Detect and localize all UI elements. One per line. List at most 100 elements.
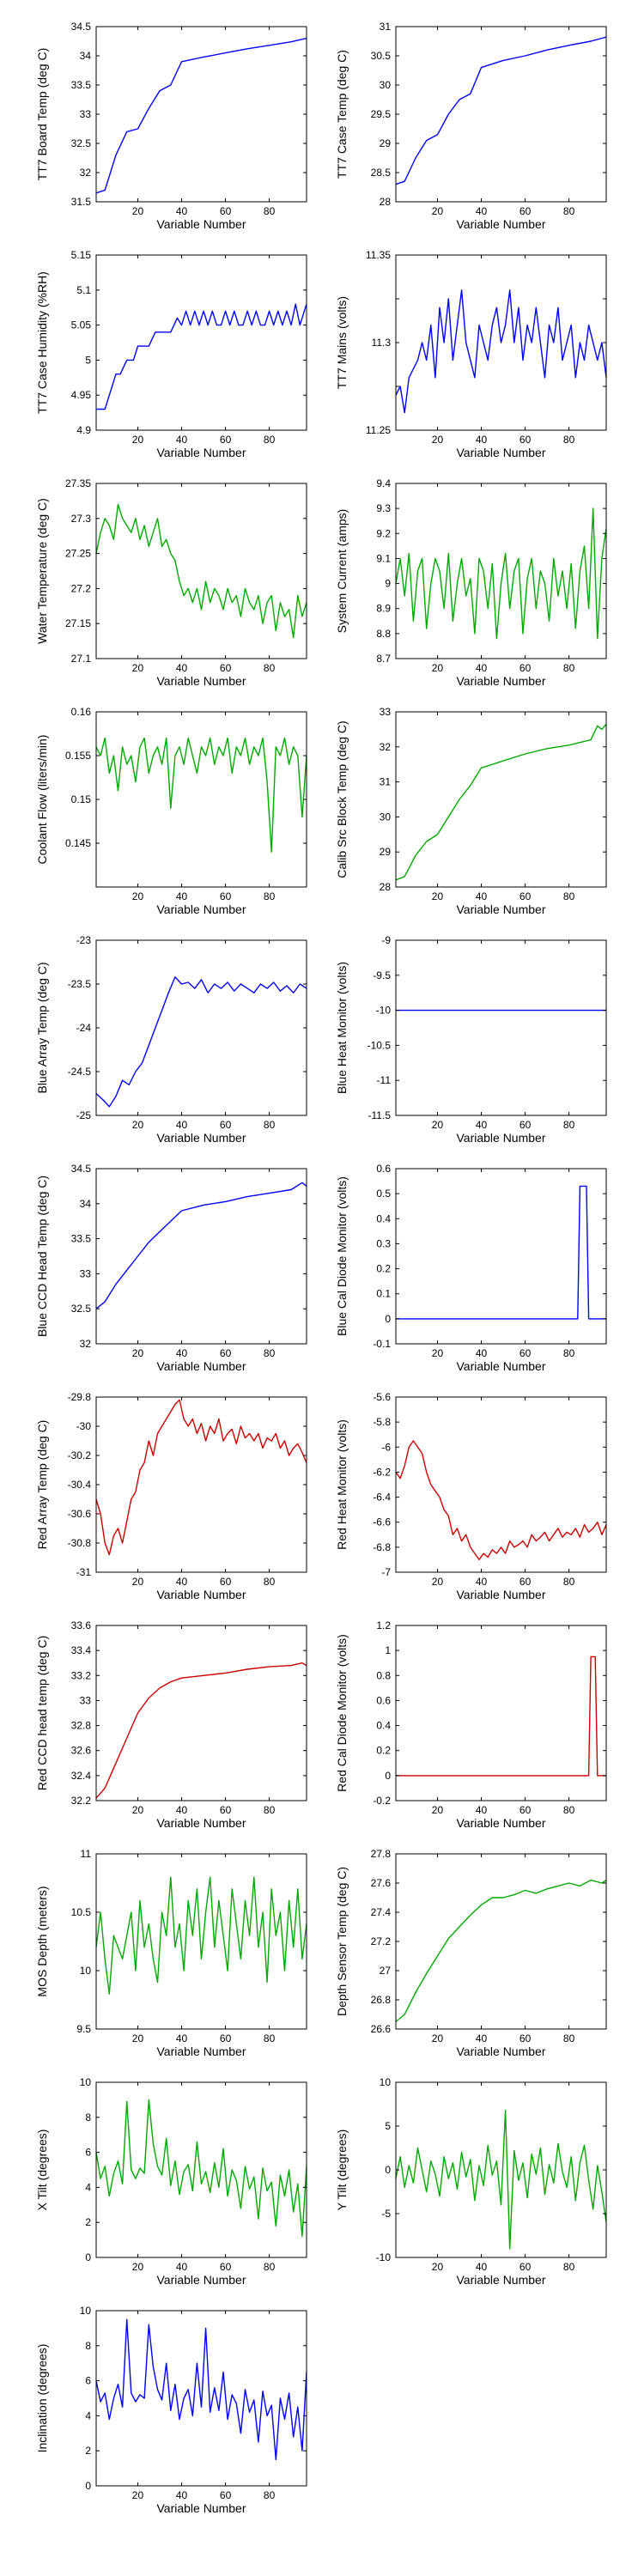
x-axis-label: Variable Number (456, 1816, 545, 1830)
y-tick-label: 0.6 (376, 1163, 391, 1175)
y-tick-label: 10.5 (71, 1906, 92, 1918)
x-tick-label: 20 (132, 1119, 144, 1131)
axes-frame (95, 2310, 307, 2487)
x-axis-label: Variable Number (156, 1359, 246, 1373)
x-tick-label: 40 (476, 2261, 488, 2273)
chart-10: -11.5 -11 -10.5 -10 -9.5 -9 20 40 60 80 Variable N… (335, 934, 607, 1145)
x-tick-label: 80 (264, 205, 276, 217)
x-tick-label: 60 (220, 2032, 232, 2044)
x-axis-label: Variable Number (156, 2501, 246, 2515)
y-tick-label: 9.3 (376, 502, 391, 514)
y-tick-label: -10 (376, 2251, 392, 2263)
y-axis-label: TT7 Mains (volts) (335, 296, 349, 389)
chart-15: 32.2 32.4 32.6 32.8 33 33.2 33.4 33.6 20 40 60 80 Va… (35, 1619, 307, 1830)
x-tick-label: 20 (132, 434, 144, 446)
x-axis-label: Variable Number (456, 2044, 545, 2058)
y-tick-label: 6 (85, 2147, 91, 2159)
series-line (95, 1182, 307, 1309)
y-tick-label: -0.2 (373, 1795, 391, 1807)
x-tick-label: 40 (176, 205, 188, 217)
y-tick-label: 32.4 (71, 1770, 92, 1782)
y-tick-label: -25 (76, 1109, 92, 1121)
series-line (95, 503, 307, 639)
y-tick-label: -0.1 (373, 1338, 391, 1350)
y-tick-label: 27.6 (371, 1877, 392, 1889)
series-line (95, 1662, 307, 1799)
x-tick-label: 40 (476, 1347, 488, 1359)
y-tick-label: 9.2 (376, 527, 391, 539)
axes-frame (95, 254, 307, 431)
axes-frame (95, 2081, 307, 2258)
chart-8: 28 29 30 31 32 33 20 40 60 80 Variable Number Calib… (335, 706, 607, 916)
y-tick-label: 4 (85, 2409, 91, 2421)
y-axis-label: Water Temperature (deg C) (35, 498, 49, 644)
y-tick-label: 0 (385, 1770, 391, 1782)
y-tick-label: 33.5 (71, 1233, 92, 1245)
y-tick-label: 31 (380, 21, 392, 33)
y-tick-label: 1 (385, 1644, 391, 1656)
y-tick-label: -29.8 (68, 1391, 92, 1403)
y-tick-label: 32.5 (71, 1303, 92, 1315)
y-tick-label: 33.5 (71, 79, 92, 91)
y-tick-label: 32.5 (71, 137, 92, 149)
x-axis-label: Variable Number (156, 1131, 246, 1145)
chart-3: 4.9 4.95 5 5.05 5.1 5.15 20 40 60 80 Variable Numb… (35, 249, 307, 459)
y-tick-label: -24 (76, 1022, 92, 1034)
y-axis-label: Blue Array Temp (deg C) (35, 962, 49, 1093)
y-axis-label: Blue CCD Head Temp (deg C) (35, 1176, 49, 1337)
axes-frame (395, 2081, 607, 2258)
y-axis-label: System Current (amps) (335, 509, 349, 634)
y-tick-label: 27.3 (71, 513, 92, 525)
axes-frame (95, 1853, 307, 2030)
y-tick-label: 32.6 (71, 1745, 92, 1757)
x-tick-label: 40 (476, 205, 488, 217)
y-tick-label: 0.16 (71, 706, 92, 718)
series-line (395, 1879, 607, 2023)
x-tick-label: 40 (176, 2261, 188, 2273)
y-tick-label: -31 (76, 1566, 92, 1578)
x-tick-label: 80 (264, 2489, 276, 2501)
series-line (395, 2109, 607, 2250)
chart-11: 32 32.5 33 33.5 34 34.5 20 40 60 80 Variable Numbe… (35, 1163, 307, 1373)
x-tick-label: 60 (519, 1576, 532, 1588)
series-line (95, 1399, 307, 1556)
axes-frame (95, 483, 307, 659)
x-tick-label: 80 (264, 890, 276, 902)
y-tick-label: -11.5 (368, 1109, 392, 1121)
y-tick-label: -6.2 (373, 1466, 391, 1478)
x-tick-label: 60 (220, 1347, 232, 1359)
x-tick-label: 80 (563, 1576, 575, 1588)
y-tick-label: 28 (380, 881, 392, 893)
axes-frame (395, 1853, 607, 2030)
x-tick-label: 40 (176, 1804, 188, 1816)
y-tick-label: -5.6 (373, 1391, 391, 1403)
x-axis-label: Variable Number (456, 674, 545, 688)
y-tick-label: 4.95 (71, 389, 92, 401)
x-tick-label: 40 (476, 1119, 488, 1131)
x-tick-label: 60 (220, 2489, 232, 2501)
y-tick-label: -30.8 (68, 1537, 92, 1549)
y-axis-label: TT7 Case Temp (deg C) (335, 50, 349, 179)
x-tick-label: 20 (132, 1804, 144, 1816)
y-tick-label: 33.2 (71, 1669, 92, 1681)
y-tick-label: -5 (381, 2208, 391, 2220)
y-tick-label: 26.8 (371, 1994, 392, 2006)
y-tick-label: -23 (76, 934, 92, 946)
x-tick-label: 20 (432, 1804, 444, 1816)
y-tick-label: -9.5 (373, 969, 391, 981)
x-tick-label: 20 (432, 1347, 444, 1359)
x-tick-label: 40 (476, 890, 488, 902)
y-tick-label: 4 (85, 2181, 91, 2193)
y-tick-label: 32.2 (71, 1795, 92, 1807)
y-tick-label: -5.8 (373, 1416, 391, 1428)
y-tick-label: 0.145 (65, 837, 91, 849)
x-tick-label: 20 (132, 2261, 144, 2273)
x-tick-label: 20 (132, 205, 144, 217)
axes-frame (395, 939, 607, 1116)
y-tick-label: -30.6 (68, 1508, 92, 1520)
y-tick-label: 27.4 (371, 1906, 392, 1918)
chart-1: 31.5 32 32.5 33 33.5 34 34.5 20 40 60 80 Variable N… (35, 21, 307, 231)
x-tick-label: 60 (220, 1804, 232, 1816)
x-tick-label: 20 (432, 205, 444, 217)
